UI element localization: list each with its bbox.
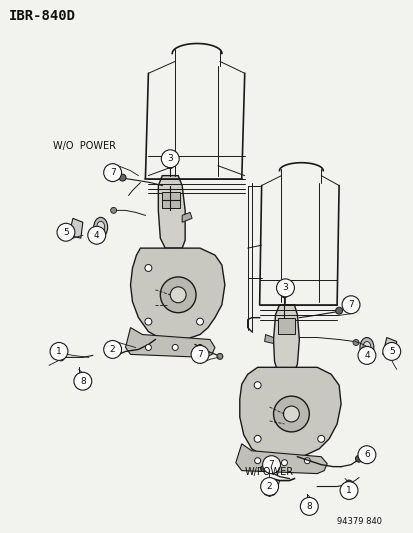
Circle shape (341, 296, 359, 314)
Circle shape (57, 354, 64, 361)
Polygon shape (235, 444, 326, 474)
Circle shape (145, 264, 152, 271)
Circle shape (50, 343, 68, 360)
Circle shape (110, 207, 116, 213)
Bar (277, 318, 295, 334)
Text: 7: 7 (268, 460, 274, 469)
Text: 7: 7 (347, 300, 353, 309)
Text: 6: 6 (363, 450, 369, 459)
Text: 2: 2 (266, 482, 272, 491)
Polygon shape (382, 337, 396, 358)
Circle shape (145, 318, 152, 325)
Circle shape (260, 466, 266, 472)
Text: 3: 3 (282, 284, 287, 293)
Circle shape (88, 227, 105, 244)
Polygon shape (69, 219, 83, 238)
Polygon shape (158, 175, 185, 248)
Circle shape (74, 372, 92, 390)
Circle shape (167, 163, 173, 168)
Ellipse shape (93, 217, 107, 237)
Circle shape (304, 458, 310, 464)
Circle shape (254, 458, 260, 464)
Circle shape (260, 478, 278, 496)
Text: 1: 1 (56, 347, 62, 356)
Circle shape (281, 459, 287, 466)
Circle shape (352, 340, 358, 345)
Polygon shape (273, 305, 299, 372)
Circle shape (317, 435, 324, 442)
Circle shape (262, 456, 280, 474)
Polygon shape (239, 367, 340, 459)
Circle shape (103, 341, 121, 358)
Polygon shape (125, 328, 214, 358)
Circle shape (170, 287, 186, 303)
Circle shape (276, 279, 294, 297)
Circle shape (161, 150, 179, 168)
Circle shape (172, 344, 178, 350)
Circle shape (357, 446, 375, 464)
Circle shape (254, 382, 261, 389)
Text: 4: 4 (94, 231, 99, 240)
Circle shape (145, 344, 151, 350)
Circle shape (273, 396, 309, 432)
Text: 4: 4 (363, 351, 369, 360)
Polygon shape (264, 335, 273, 343)
Circle shape (283, 406, 299, 422)
Text: 2: 2 (109, 345, 115, 354)
Bar (162, 192, 180, 208)
Text: 7: 7 (197, 350, 202, 359)
Circle shape (345, 480, 351, 487)
Ellipse shape (97, 221, 104, 233)
Circle shape (216, 353, 222, 359)
Circle shape (103, 164, 121, 182)
Text: 3: 3 (167, 154, 173, 163)
Circle shape (300, 497, 318, 515)
Circle shape (357, 346, 375, 365)
Circle shape (281, 292, 287, 298)
Text: 7: 7 (109, 168, 115, 177)
Polygon shape (182, 212, 192, 222)
Text: W/POWER: W/POWER (244, 466, 293, 477)
Text: 94379 840: 94379 840 (336, 517, 381, 526)
Polygon shape (130, 248, 224, 340)
Text: 1: 1 (345, 486, 351, 495)
Circle shape (57, 223, 75, 241)
Circle shape (76, 374, 82, 380)
Text: IBR-840D: IBR-840D (9, 9, 76, 23)
Text: 8: 8 (306, 502, 311, 511)
Circle shape (160, 277, 196, 313)
Circle shape (339, 481, 357, 499)
Text: W/O  POWER: W/O POWER (53, 141, 116, 151)
Circle shape (355, 455, 361, 462)
Circle shape (254, 435, 261, 442)
Text: 8: 8 (80, 377, 85, 386)
Ellipse shape (362, 342, 370, 353)
Ellipse shape (359, 337, 373, 358)
Circle shape (382, 343, 400, 360)
Circle shape (191, 345, 209, 364)
Circle shape (335, 307, 342, 314)
Text: 5: 5 (63, 228, 69, 237)
Circle shape (304, 502, 310, 507)
Circle shape (119, 174, 126, 181)
Text: 5: 5 (388, 347, 394, 356)
Circle shape (196, 318, 203, 325)
Circle shape (197, 344, 202, 350)
